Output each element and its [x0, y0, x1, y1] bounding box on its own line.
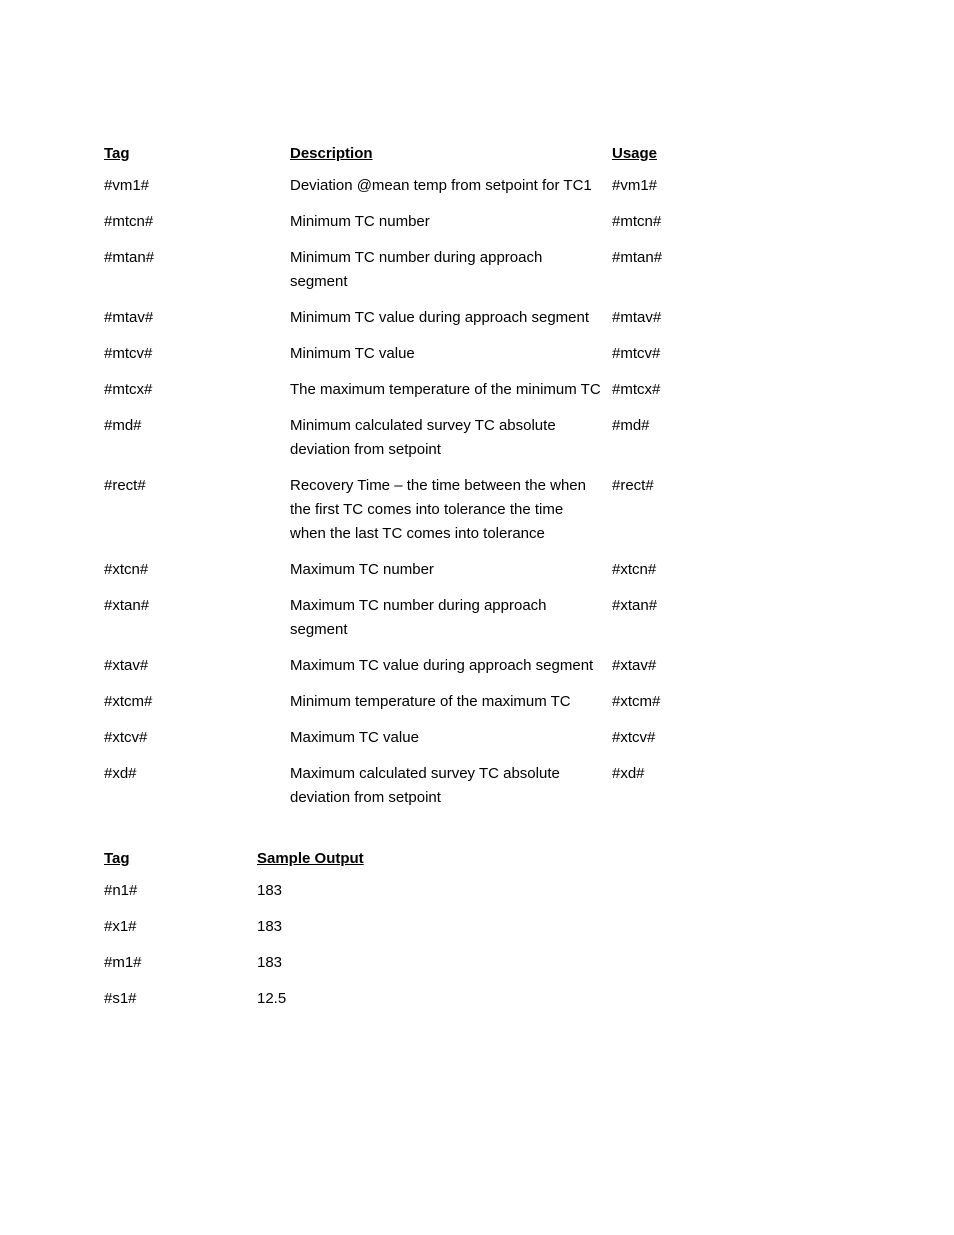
table-row: #xtcm#Minimum temperature of the maximum… — [104, 690, 850, 714]
cell-tag: #mtcv# — [104, 342, 290, 366]
table-row: #m1#183 — [104, 951, 850, 975]
cell-output: 183 — [257, 915, 282, 939]
cell-tag: #xd# — [104, 762, 290, 810]
header-usage: Usage — [612, 145, 657, 162]
table-row: #mtav#Minimum TC value during approach s… — [104, 306, 850, 330]
cell-description: Minimum TC number during approach segmen… — [290, 246, 612, 294]
cell-tag: #mtan# — [104, 246, 290, 294]
cell-usage: #mtcv# — [612, 342, 660, 366]
table-row: #xtav#Maximum TC value during approach s… — [104, 654, 850, 678]
cell-tag: #xtan# — [104, 594, 290, 642]
table-row: #mtcv#Minimum TC value#mtcv# — [104, 342, 850, 366]
cell-description: Minimum temperature of the maximum TC — [290, 690, 612, 714]
cell-output: 12.5 — [257, 987, 286, 1011]
cell-tag: #n1# — [104, 879, 257, 903]
cell-output: 183 — [257, 879, 282, 903]
table-row: #xtcn#Maximum TC number#xtcn# — [104, 558, 850, 582]
table-row: #xtcv#Maximum TC value#xtcv# — [104, 726, 850, 750]
table-header-row: Tag Description Usage — [104, 145, 850, 162]
table-row: #x1#183 — [104, 915, 850, 939]
cell-tag: #xtav# — [104, 654, 290, 678]
cell-description: Minimum calculated survey TC absolute de… — [290, 414, 612, 462]
table-row: #md#Minimum calculated survey TC absolut… — [104, 414, 850, 462]
cell-description: Deviation @mean temp from setpoint for T… — [290, 174, 612, 198]
table-row: #n1#183 — [104, 879, 850, 903]
cell-usage: #mtcx# — [612, 378, 660, 402]
cell-usage: #mtav# — [612, 306, 661, 330]
cell-tag: #vm1# — [104, 174, 290, 198]
cell-tag: #xtcm# — [104, 690, 290, 714]
table-row: #vm1#Deviation @mean temp from setpoint … — [104, 174, 850, 198]
table-row: #rect#Recovery Time – the time between t… — [104, 474, 850, 546]
table-row: #mtan#Minimum TC number during approach … — [104, 246, 850, 294]
tag-description-table: Tag Description Usage #vm1#Deviation @me… — [104, 145, 850, 810]
cell-usage: #xtcv# — [612, 726, 655, 750]
header-tag: Tag — [104, 850, 257, 867]
cell-description: Minimum TC number — [290, 210, 612, 234]
cell-tag: #rect# — [104, 474, 290, 546]
cell-usage: #xtcn# — [612, 558, 656, 582]
cell-tag: #xtcn# — [104, 558, 290, 582]
table-row: #xtan#Maximum TC number during approach … — [104, 594, 850, 642]
cell-tag: #x1# — [104, 915, 257, 939]
cell-usage: #md# — [612, 414, 650, 462]
cell-tag: #mtcn# — [104, 210, 290, 234]
cell-output: 183 — [257, 951, 282, 975]
cell-tag: #md# — [104, 414, 290, 462]
table-row: #xd#Maximum calculated survey TC absolut… — [104, 762, 850, 810]
cell-description: Minimum TC value during approach segment — [290, 306, 612, 330]
table-header-row: Tag Sample Output — [104, 850, 850, 867]
cell-usage: #mtcn# — [612, 210, 661, 234]
cell-usage: #mtan# — [612, 246, 662, 294]
header-tag: Tag — [104, 145, 290, 162]
cell-description: Maximum TC number during approach segmen… — [290, 594, 612, 642]
cell-description: Maximum calculated survey TC absolute de… — [290, 762, 612, 810]
cell-usage: #xtav# — [612, 654, 656, 678]
header-output: Sample Output — [257, 850, 364, 867]
tag-output-table: Tag Sample Output #n1#183#x1#183#m1#183#… — [104, 850, 850, 1011]
cell-usage: #rect# — [612, 474, 654, 546]
cell-description: Maximum TC number — [290, 558, 612, 582]
cell-description: The maximum temperature of the minimum T… — [290, 378, 612, 402]
table-row: #mtcn#Minimum TC number#mtcn# — [104, 210, 850, 234]
cell-description: Minimum TC value — [290, 342, 612, 366]
cell-tag: #mtav# — [104, 306, 290, 330]
cell-usage: #xd# — [612, 762, 645, 810]
cell-description: Recovery Time – the time between the whe… — [290, 474, 612, 546]
cell-usage: #vm1# — [612, 174, 657, 198]
table-row: #mtcx#The maximum temperature of the min… — [104, 378, 850, 402]
header-description: Description — [290, 145, 612, 162]
cell-usage: #xtan# — [612, 594, 657, 642]
cell-tag: #s1# — [104, 987, 257, 1011]
cell-tag: #xtcv# — [104, 726, 290, 750]
cell-tag: #m1# — [104, 951, 257, 975]
cell-usage: #xtcm# — [612, 690, 660, 714]
cell-description: Maximum TC value during approach segment — [290, 654, 612, 678]
cell-tag: #mtcx# — [104, 378, 290, 402]
table-row: #s1#12.5 — [104, 987, 850, 1011]
cell-description: Maximum TC value — [290, 726, 612, 750]
